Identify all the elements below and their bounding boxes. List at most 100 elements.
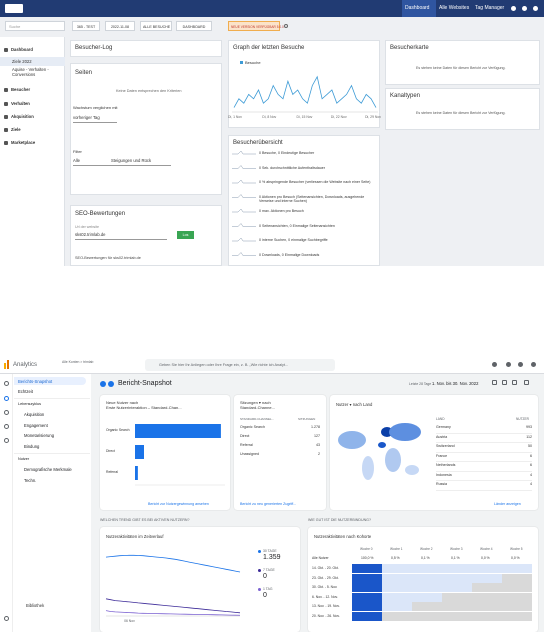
cohort-cell bbox=[502, 592, 532, 602]
sidebar-item[interactable]: Ziele bbox=[11, 127, 21, 132]
tool-icon[interactable] bbox=[512, 380, 517, 385]
cohort-cell bbox=[502, 602, 532, 611]
nav-item[interactable]: Berichts-Snapshot bbox=[18, 379, 53, 384]
nav-icon[interactable] bbox=[522, 6, 527, 11]
toolbar-button[interactable]: 2022-11-08 bbox=[105, 21, 135, 31]
nav-tab-label[interactable]: Dashboard bbox=[405, 5, 430, 11]
legend-value: 1.359 bbox=[263, 554, 281, 561]
cohort-cell bbox=[352, 564, 382, 573]
card-subtitle[interactable]: Erste Nutzerinteraktion – Standard-Chan.… bbox=[106, 405, 182, 410]
overview-row: 0 % abspringende Besucher (verliessen di… bbox=[259, 180, 371, 184]
column-header: Woche 4 bbox=[480, 547, 493, 551]
tool-icon[interactable] bbox=[502, 380, 507, 385]
card-sessions bbox=[234, 395, 326, 510]
search-box[interactable]: Suche bbox=[5, 21, 65, 31]
report-title: Bericht-Snapshot bbox=[118, 380, 172, 387]
sidebar-item[interactable]: Ziele 2022 bbox=[12, 59, 32, 64]
nav-tab-label[interactable]: Alle Websites bbox=[439, 5, 470, 11]
nav-item[interactable]: Techn. bbox=[24, 478, 37, 483]
header-icon[interactable] bbox=[518, 362, 523, 367]
left-rail bbox=[0, 374, 13, 632]
rail-icon[interactable] bbox=[4, 381, 9, 386]
sidebar-item[interactable]: Verhalten bbox=[11, 101, 30, 106]
cohort-cell bbox=[442, 564, 472, 573]
header-icon[interactable] bbox=[506, 362, 511, 367]
nav-icon[interactable] bbox=[533, 6, 538, 11]
title-icon[interactable] bbox=[100, 381, 106, 387]
sidebar-icon bbox=[4, 115, 8, 119]
nav-item[interactable]: Bindung bbox=[24, 444, 40, 449]
table-cell: Referral bbox=[240, 443, 253, 447]
sidebar-item[interactable]: Besucher bbox=[11, 87, 31, 92]
header-icon[interactable] bbox=[492, 362, 497, 367]
title-icon[interactable] bbox=[108, 381, 114, 387]
account-selector[interactable]: Alle Konten > trimlab bbox=[62, 360, 94, 364]
nav-item[interactable]: Engagement bbox=[24, 423, 48, 428]
nav-item[interactable]: Demografische Merkmale bbox=[24, 467, 72, 472]
rail-icon[interactable] bbox=[4, 438, 9, 443]
overview-row: 0 max. Aktionen pro Besuch bbox=[259, 209, 304, 213]
cohort-cell bbox=[442, 611, 472, 621]
cohort-cell bbox=[352, 602, 382, 611]
card-title[interactable]: Nutzer ▾ nach Land bbox=[336, 402, 373, 407]
nav-item[interactable]: Nutzer bbox=[18, 457, 30, 461]
nav-item[interactable]: Monetarisierung bbox=[24, 433, 55, 438]
tool-icon[interactable] bbox=[524, 380, 529, 385]
sidebar-item[interactable]: Akquisition bbox=[11, 114, 34, 119]
dropdown[interactable]: Steigungen und Rück bbox=[111, 158, 171, 166]
nav-divider bbox=[14, 398, 90, 399]
tool-icon[interactable] bbox=[492, 380, 497, 385]
table-cell: 2 bbox=[318, 452, 320, 456]
panel-title: Kanaltypen bbox=[390, 93, 421, 99]
dropdown[interactable]: Alle bbox=[73, 158, 113, 166]
nav-item[interactable]: Akquisition bbox=[24, 412, 45, 417]
nav-item[interactable]: Bibliothek bbox=[26, 603, 45, 608]
rail-icon[interactable] bbox=[4, 424, 9, 429]
table-cell: 100,0 % bbox=[361, 556, 374, 560]
card-subtitle[interactable]: Standard-Channe... bbox=[240, 405, 275, 410]
card-link[interactable]: Bericht zu neu generierten Zugriff... bbox=[240, 502, 297, 506]
empty-message: Es stehen keine Daten für diesen Bericht… bbox=[416, 66, 506, 70]
card-link[interactable]: Bericht zur Nutzergewinnung ansehen bbox=[148, 502, 209, 506]
legend-swatch bbox=[258, 550, 261, 553]
update-notice[interactable]: NEUE VERSION VERFÜGBAR 5.0.0 bbox=[228, 21, 284, 31]
row-divider bbox=[436, 451, 532, 452]
toolbar-button[interactable]: ALLE BESUCHE bbox=[140, 21, 172, 31]
url-input[interactable]: sks02.trimlab.de bbox=[75, 232, 167, 240]
cohort-cell bbox=[442, 583, 472, 592]
x-tick-label: Di, 15 Nov bbox=[296, 115, 313, 119]
row-divider bbox=[436, 461, 532, 462]
panel-overview: Besucherübersicht 0 Besuche, 0 Eindeutige… bbox=[228, 135, 380, 266]
go-button[interactable]: Los bbox=[177, 231, 194, 239]
nav-tab[interactable]: Alle Websites bbox=[436, 0, 470, 17]
column-header: SITZUNGEN bbox=[298, 417, 316, 421]
search-bar[interactable]: Geben Sie hier Ihr Anliegen oder Ihre Fr… bbox=[145, 359, 335, 371]
rail-icon[interactable] bbox=[4, 616, 9, 621]
panel-title: Besucherkarte bbox=[390, 45, 429, 51]
dropdown[interactable]: vorheriger Tag bbox=[73, 115, 117, 123]
nav-active bbox=[14, 377, 86, 385]
overview-row: 0 Sek. durchschnittliche Aufenthaltsdaue… bbox=[259, 165, 325, 170]
sidebar-item[interactable]: Dashboard bbox=[11, 47, 33, 52]
toolbar-button[interactable]: 365 - TEST bbox=[72, 21, 100, 31]
toolbar-button[interactable]: DASHBOARD bbox=[176, 21, 212, 31]
nav-icon[interactable] bbox=[511, 6, 516, 11]
date-range[interactable]: 1. Nov. bis 30. Nov. 2022 bbox=[432, 381, 479, 386]
rail-icon[interactable] bbox=[4, 396, 9, 401]
sidebar-item[interactable]: Marketplace bbox=[11, 140, 36, 145]
header-icon[interactable] bbox=[531, 362, 536, 367]
cohort-cell bbox=[382, 564, 412, 573]
cohort-cell bbox=[412, 573, 442, 583]
map-region bbox=[338, 431, 366, 449]
card-link[interactable]: Länder anzeigen bbox=[494, 502, 521, 506]
rail-icon[interactable] bbox=[4, 410, 9, 415]
sparkline bbox=[232, 179, 256, 184]
nav-item[interactable]: Lebenszyklus bbox=[18, 402, 42, 406]
sidebar-item[interactable]: Aquise - Verhalten - Conversions bbox=[12, 67, 49, 77]
nav-tab-label[interactable]: Tag Manager bbox=[475, 5, 505, 11]
nav-item[interactable]: Echtzeit bbox=[18, 389, 33, 394]
add-icon[interactable] bbox=[284, 24, 288, 28]
nav-tab[interactable]: Dashboard bbox=[402, 0, 436, 17]
nav-tab[interactable]: Tag Manager bbox=[472, 0, 506, 17]
panel-seiten: Seiten Keine Daten entsprechen den Kriter… bbox=[70, 63, 222, 195]
